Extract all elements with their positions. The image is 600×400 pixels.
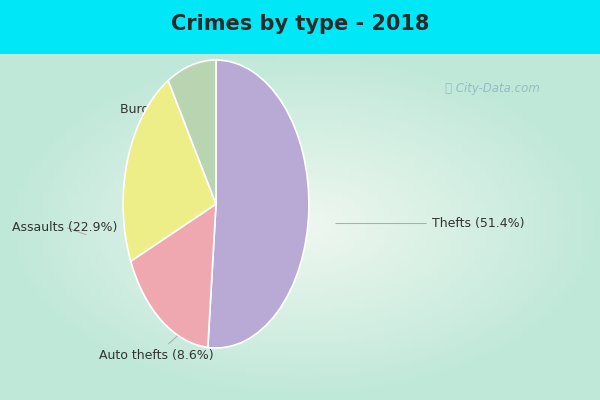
Text: Thefts (51.4%): Thefts (51.4%) [336, 217, 524, 230]
Wedge shape [168, 60, 216, 204]
Text: Assaults (22.9%): Assaults (22.9%) [12, 220, 118, 235]
Text: Burglaries (17.1%): Burglaries (17.1%) [120, 103, 237, 132]
Text: ⓘ City-Data.com: ⓘ City-Data.com [445, 82, 539, 95]
Wedge shape [131, 204, 216, 348]
Text: Crimes by type - 2018: Crimes by type - 2018 [171, 14, 429, 34]
Wedge shape [123, 80, 216, 261]
Text: Auto thefts (8.6%): Auto thefts (8.6%) [98, 328, 214, 362]
Wedge shape [208, 60, 309, 348]
